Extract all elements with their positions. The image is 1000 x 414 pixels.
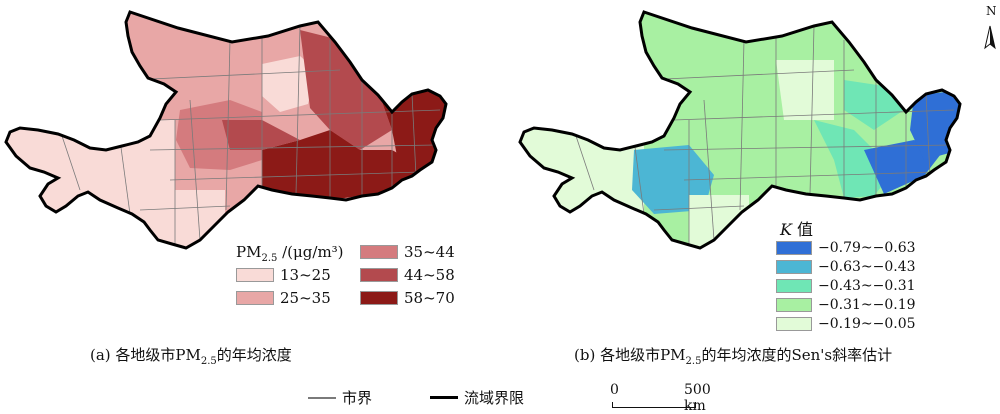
panel-b-legend-item: −0.19~−0.05: [776, 316, 916, 332]
panel-a-caption: (a) 各地级市PM2.5的年均浓度: [90, 346, 292, 367]
legend-label: −0.63~−0.43: [818, 259, 916, 275]
panel-b-caption: (b) 各地级市PM2.5的年均浓度的Sen's斜率估计: [574, 346, 893, 367]
legend-label: −0.43~−0.31: [818, 278, 916, 294]
legend-swatch: [360, 291, 398, 305]
scale-bar-end-label: 500 km: [684, 382, 711, 414]
legend-label: 35~44: [404, 243, 455, 261]
scale-bar-start-label: 0: [610, 382, 619, 398]
legend-label: 44~58: [404, 266, 455, 284]
panel-b-legend-title: K 值: [780, 220, 814, 239]
scale-bar-line: [612, 402, 696, 408]
north-arrow-icon: [984, 25, 996, 50]
panel-a-legend-item: 44~58: [360, 266, 455, 284]
north-label: N: [986, 4, 997, 18]
panel-a-legend-item: 13~25: [236, 266, 331, 284]
legend-label: 25~35: [280, 289, 331, 307]
legend-swatch: [776, 241, 812, 255]
legend-label: −0.31~−0.19: [818, 297, 916, 313]
panel-b-map: [518, 10, 962, 250]
legend-swatch: [360, 245, 398, 259]
basin-boundary-line-icon: [430, 396, 458, 399]
panel-b-legend-item: −0.79~−0.63: [776, 240, 916, 256]
panel-a-map: [4, 10, 448, 250]
city-boundary-legend: 市界: [308, 387, 372, 408]
legend-swatch: [776, 298, 812, 312]
panel-a-legend-item: 25~35: [236, 289, 331, 307]
legend-swatch: [360, 268, 398, 282]
basin-boundary-legend: 流域界限: [430, 387, 524, 408]
panel-a-legend-title: PM2.5 /(μg/m³): [236, 243, 344, 264]
legend-swatch: [236, 291, 274, 305]
panel-a-legend-item: 35~44: [360, 243, 455, 261]
legend-swatch: [776, 279, 812, 293]
legend-swatch: [776, 260, 812, 274]
legend-label: −0.79~−0.63: [818, 240, 916, 256]
legend-label: −0.19~−0.05: [818, 316, 916, 332]
legend-label: 58~70: [404, 289, 455, 307]
legend-swatch: [236, 268, 274, 282]
panel-b-legend-item: −0.31~−0.19: [776, 297, 916, 313]
panel-b-legend-item: −0.63~−0.43: [776, 259, 916, 275]
legend-swatch: [776, 317, 812, 331]
panel-a-legend-item: 58~70: [360, 289, 455, 307]
panel-b-legend-item: −0.43~−0.31: [776, 278, 916, 294]
legend-label: 13~25: [280, 266, 331, 284]
city-boundary-line-icon: [308, 396, 336, 399]
scale-bar: 0 500 km: [610, 382, 711, 414]
